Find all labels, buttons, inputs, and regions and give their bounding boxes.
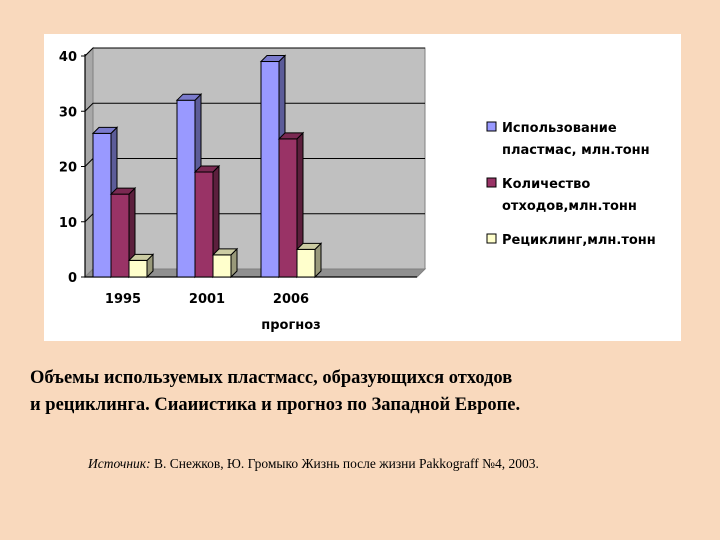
- bar: [212, 254, 232, 278]
- source-label: Источник:: [88, 456, 151, 471]
- bar-top: [109, 187, 137, 195]
- y-tick-label: 0: [68, 271, 77, 286]
- legend-entry-label: отходов,млн.тонн: [502, 199, 637, 214]
- bar-top: [193, 165, 221, 173]
- legend-entry-label: Рециклинг,млн.тонн: [502, 233, 656, 248]
- gridline: [84, 47, 425, 57]
- bar: [278, 138, 298, 278]
- bar: [296, 248, 316, 278]
- chart-caption: Объемы используемых пластмасс, образующи…: [30, 365, 700, 419]
- bar-top: [295, 242, 323, 250]
- legend-entry-label: пластмас, млн.тонн: [502, 143, 650, 158]
- bar: [194, 171, 214, 278]
- source-citation: Источник: В. Снежков, Ю. Громыко Жизнь п…: [88, 456, 708, 472]
- bar-top: [91, 126, 119, 134]
- bar-top: [127, 253, 155, 261]
- bar-top: [175, 93, 203, 101]
- caption-line-1: Объемы используемых пластмасс, образующи…: [30, 368, 513, 388]
- y-tick-label: 10: [59, 216, 77, 231]
- legend-swatch: [486, 233, 497, 244]
- bar-chart: 0 10 20 30 40 1995 2001 2006 прогноз Использовани…: [59, 46, 656, 333]
- y-tick-label: 30: [59, 105, 77, 120]
- y-tick-label: 20: [59, 161, 77, 176]
- x-tick-label: 1995: [105, 292, 141, 307]
- x-tick-label: 2006: [273, 292, 309, 307]
- bar-top: [259, 55, 287, 63]
- bar: [176, 99, 196, 278]
- legend-entry-label: Использование: [502, 121, 617, 136]
- bar: [128, 259, 148, 278]
- bar: [110, 193, 130, 278]
- bar-top: [277, 132, 305, 140]
- caption-line-2: и рециклинга. Сиаиистика и прогноз по За…: [30, 395, 521, 415]
- x-tick-sublabel: прогноз: [261, 318, 320, 333]
- legend-swatch: [486, 121, 497, 132]
- legend-entry-label: Количество: [502, 177, 590, 192]
- bar: [92, 132, 112, 278]
- gridline: [84, 102, 425, 112]
- source-text: В. Снежков, Ю. Громыко Жизнь после жизни…: [150, 456, 539, 471]
- plot-back-wall: [84, 47, 426, 279]
- chart-panel: 0 10 20 30 40 1995 2001 2006 прогноз Использовани…: [44, 34, 681, 341]
- x-tick-label: 2001: [189, 292, 225, 307]
- y-tick-label: 40: [59, 50, 77, 65]
- bar: [260, 61, 280, 278]
- bar-top: [211, 248, 239, 256]
- legend-swatch: [486, 177, 497, 188]
